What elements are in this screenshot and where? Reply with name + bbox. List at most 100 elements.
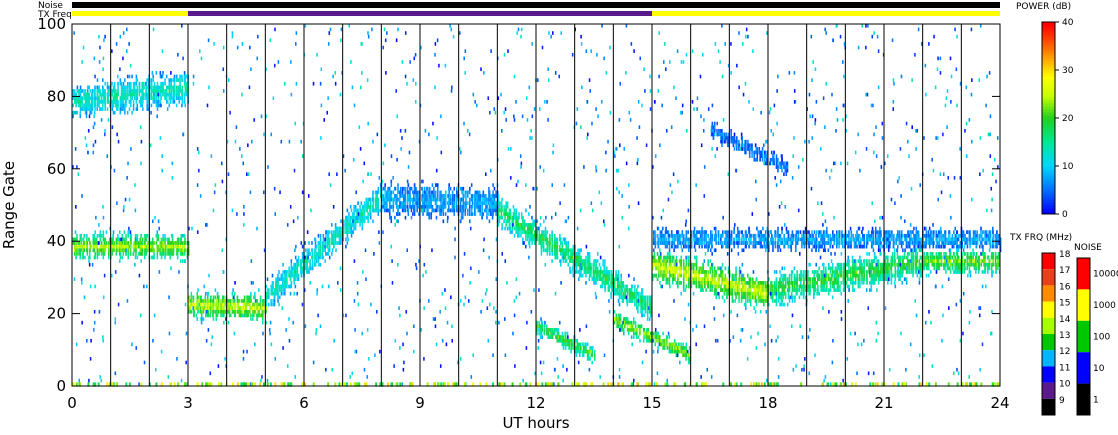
echo-cell xyxy=(111,237,113,242)
echo-cell xyxy=(111,92,114,97)
echo-cell xyxy=(156,230,159,234)
echo-cell xyxy=(99,233,102,238)
echo-cell xyxy=(513,233,516,238)
echo-cell xyxy=(141,92,143,97)
echo-cell xyxy=(567,248,570,253)
echo-cell xyxy=(554,237,557,242)
echo-cell xyxy=(567,252,570,256)
echo-cell xyxy=(578,248,581,253)
echo-cell xyxy=(93,248,96,253)
echo-cell xyxy=(397,183,399,187)
echo-cell xyxy=(234,302,237,307)
echo-cell xyxy=(571,255,574,260)
echo-cell xyxy=(224,299,226,303)
echo-cell xyxy=(238,309,241,314)
echo-cell xyxy=(551,248,554,253)
echo-cell xyxy=(363,219,366,224)
echo-cell xyxy=(607,270,610,274)
echo-cell xyxy=(580,270,582,274)
echo-cell xyxy=(382,186,384,191)
echo-cell xyxy=(545,248,548,253)
echo-cell xyxy=(94,96,96,101)
echo-cell xyxy=(554,248,557,253)
echo-cell xyxy=(493,201,496,205)
echo-cell xyxy=(584,259,586,263)
echo-cell xyxy=(624,288,626,292)
echo-cell xyxy=(601,281,604,285)
echo-cell xyxy=(197,302,199,307)
echo-cell xyxy=(146,103,148,108)
echo-cell xyxy=(84,89,87,93)
echo-cell xyxy=(426,208,428,213)
echo-cell xyxy=(277,273,279,278)
echo-cell xyxy=(162,92,164,97)
echo-cell xyxy=(486,197,488,202)
echo-cell xyxy=(171,248,174,253)
echo-cell xyxy=(397,219,399,224)
echo-cell xyxy=(179,81,181,86)
echo-cell xyxy=(89,255,91,260)
echo-cell xyxy=(205,299,207,303)
echo-cell xyxy=(137,244,140,249)
echo-cell xyxy=(146,100,148,104)
echo-cell xyxy=(324,241,326,245)
echo-cell xyxy=(505,205,507,209)
echo-cell xyxy=(595,262,597,267)
echo-cell xyxy=(382,197,384,202)
echo-cell xyxy=(140,233,142,238)
echo-cell xyxy=(559,233,561,238)
echo-cell xyxy=(372,219,374,224)
echo-cell xyxy=(251,306,254,310)
echo-cell xyxy=(265,295,267,300)
echo-cell xyxy=(562,237,565,242)
echo-cell xyxy=(173,81,176,86)
echo-cell xyxy=(220,313,222,318)
echo-cell xyxy=(388,186,391,191)
echo-cell xyxy=(549,248,551,253)
echo-cell xyxy=(314,255,317,260)
echo-cell xyxy=(164,252,166,256)
echo-cell xyxy=(301,244,304,249)
echo-cell xyxy=(324,248,326,253)
echo-cell xyxy=(504,226,506,231)
echo-cell xyxy=(277,284,279,289)
echo-cell xyxy=(544,237,547,242)
echo-cell xyxy=(534,237,536,242)
echo-cell xyxy=(422,212,424,216)
echo-cell xyxy=(132,85,135,90)
echo-cell xyxy=(123,230,126,234)
echo-cell xyxy=(426,201,428,205)
echo-cell xyxy=(268,291,270,296)
echo-cell xyxy=(279,277,281,282)
echo-cell xyxy=(492,212,494,216)
echo-cell xyxy=(522,230,524,234)
echo-cell xyxy=(357,219,359,224)
echo-cell xyxy=(100,107,103,111)
echo-cell xyxy=(165,96,168,101)
echo-cell xyxy=(145,89,147,93)
echo-cell xyxy=(314,252,316,256)
echo-cell xyxy=(117,241,119,245)
echo-cell xyxy=(375,190,377,195)
echo-cell xyxy=(365,205,368,209)
echo-cell xyxy=(85,110,88,115)
echo-cell xyxy=(349,226,352,231)
echo-cell xyxy=(449,197,452,202)
echo-cell xyxy=(601,277,604,282)
echo-cell xyxy=(168,85,171,90)
echo-cell xyxy=(151,241,153,245)
echo-cell xyxy=(440,205,443,209)
echo-cell xyxy=(361,226,364,231)
echo-cell xyxy=(534,230,536,234)
echo-cell xyxy=(284,273,286,278)
echo-cell xyxy=(392,201,395,205)
echo-cell xyxy=(607,277,610,282)
echo-cell xyxy=(588,259,591,263)
echo-cell xyxy=(429,197,431,202)
echo-cell xyxy=(462,215,464,220)
echo-cell xyxy=(177,237,180,242)
echo-cell xyxy=(331,223,333,227)
echo-cell xyxy=(141,237,144,242)
echo-cell xyxy=(421,197,423,202)
echo-cell xyxy=(183,96,186,101)
